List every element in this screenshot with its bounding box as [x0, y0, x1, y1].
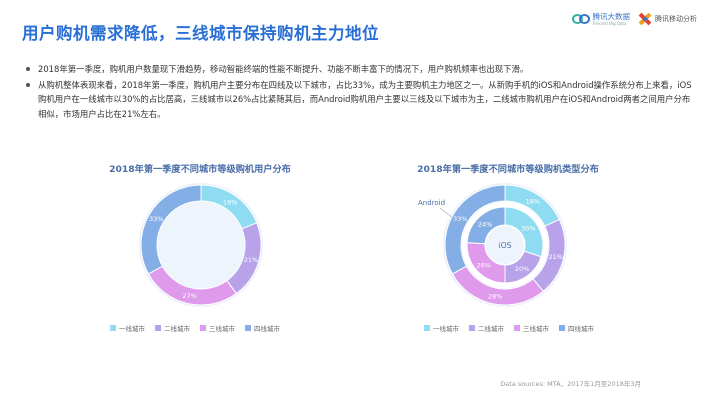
chart2-ios-slice-label-2: 20% — [515, 265, 529, 273]
chart2-legend-item-4: 四线城市 — [559, 323, 594, 333]
bullet-2: 从购机整体表现来看，2018年第一季度，购机用户主要分布在四线及以下城市，占比3… — [24, 78, 694, 122]
chart2-legend-swatch-1 — [424, 325, 430, 331]
chart2-android-slice-label-2: 21% — [549, 253, 563, 261]
chart2-legend-label-3: 三线城市 — [523, 325, 549, 333]
chart1-legend-swatch-2 — [155, 325, 161, 331]
chart1-legend-item-4: 四线城市 — [245, 323, 280, 333]
brand1-name: 腾讯大数据 — [592, 11, 631, 21]
chart1-legend-item-2: 二线城市 — [155, 323, 190, 333]
chart2-legend-item-3: 三线城市 — [514, 323, 549, 333]
chart1-slice-label-4: 33% — [149, 215, 163, 223]
chart2-series-label-ios: iOS — [499, 241, 512, 250]
chart2-double-donut: 18% 21% 28% 33% 30% 20% 26% 24% Android iOS — [418, 183, 567, 307]
bullet-1: 2018年第一季度，购机用户数量现下滑趋势，移动智能终端的性能不断提升、功能不断… — [24, 62, 694, 77]
chart2-legend-swatch-3 — [514, 325, 520, 331]
tencent-big-data-logo: 腾讯大数据 Tencent Big Data — [571, 11, 631, 26]
chart1-legend-label-2: 二线城市 — [164, 325, 190, 333]
chart2-title: 2018年第一季度不同城市等级购机类型分布 — [417, 164, 599, 175]
chart1-legend-label-1: 一线城市 — [119, 325, 145, 333]
chart1-legend-swatch-1 — [110, 325, 116, 331]
chart2-legend-item-1: 一线城市 — [424, 323, 459, 333]
chart2-series-label-android: Android — [418, 199, 445, 207]
tencent-mta-logo: 腾讯移动分析 — [638, 12, 697, 26]
chart2-legend-label-4: 四线城市 — [568, 325, 594, 333]
infinity-logo-icon — [571, 14, 590, 24]
chart2-legend-item-2: 二线城市 — [469, 323, 504, 333]
chart1-title: 2018年第一季度不同城市等级购机用户分布 — [109, 164, 291, 175]
chart2-android-leader — [439, 207, 463, 226]
brand-logos: 腾讯大数据 Tencent Big Data 腾讯移动分析 — [571, 11, 697, 26]
chart1-legend-item-1: 一线城市 — [110, 323, 145, 333]
chart2-android-slice-label-4: 33% — [453, 215, 467, 223]
chart2-ios-slice-4 — [466, 206, 506, 245]
chart1-slice-label-1: 19% — [223, 198, 237, 206]
chart2-legend-label-2: 二线城市 — [478, 325, 504, 333]
chart2-center — [486, 226, 524, 264]
chart2-android-slice-label-3: 28% — [488, 293, 502, 301]
chart2-ios-slice-label-4: 24% — [478, 220, 492, 228]
chart1-center — [158, 202, 244, 288]
chart1-legend-swatch-3 — [200, 325, 206, 331]
chart1-slice-label-2: 21% — [244, 256, 258, 264]
chart1-slice-label-3: 27% — [182, 292, 196, 300]
chart1-legend-item-3: 三线城市 — [200, 323, 235, 333]
brand1-subtitle: Tencent Big Data — [592, 20, 627, 26]
chart2-ios-slice-label-1: 30% — [521, 224, 535, 232]
chart2-ios-slice-label-3: 26% — [477, 261, 491, 269]
chart1-legend-swatch-4 — [245, 325, 251, 331]
data-source: Data sources: MTA，2017年1月至2018年3月 — [500, 380, 641, 388]
chart1-slice-4 — [140, 184, 202, 275]
chart2-android-slice-4 — [444, 184, 506, 275]
chart1-legend-label-4: 四线城市 — [254, 325, 280, 333]
chart1-legend: 一线城市 二线城市 三线城市 四线城市 — [110, 323, 280, 333]
chart2-legend: 一线城市 二线城市 三线城市 四线城市 — [424, 323, 594, 333]
brand2-name: 腾讯移动分析 — [655, 15, 697, 23]
page-title: 用户购机需求降低，三线城市保持购机主力地位 — [22, 24, 379, 43]
chart2-android-slice-label-1: 18% — [526, 198, 540, 206]
chart1-legend-label-3: 三线城市 — [209, 325, 235, 333]
chart2-legend-swatch-4 — [559, 325, 565, 331]
chart2-legend-label-1: 一线城市 — [433, 325, 459, 333]
cross-logo-icon — [638, 12, 652, 26]
summary-bullets: 2018年第一季度，购机用户数量现下滑趋势，移动智能终端的性能不断提升、功能不断… — [24, 62, 694, 122]
chart1-donut: 19% 21% 27% 33% — [139, 183, 263, 307]
chart2-legend-swatch-2 — [469, 325, 475, 331]
